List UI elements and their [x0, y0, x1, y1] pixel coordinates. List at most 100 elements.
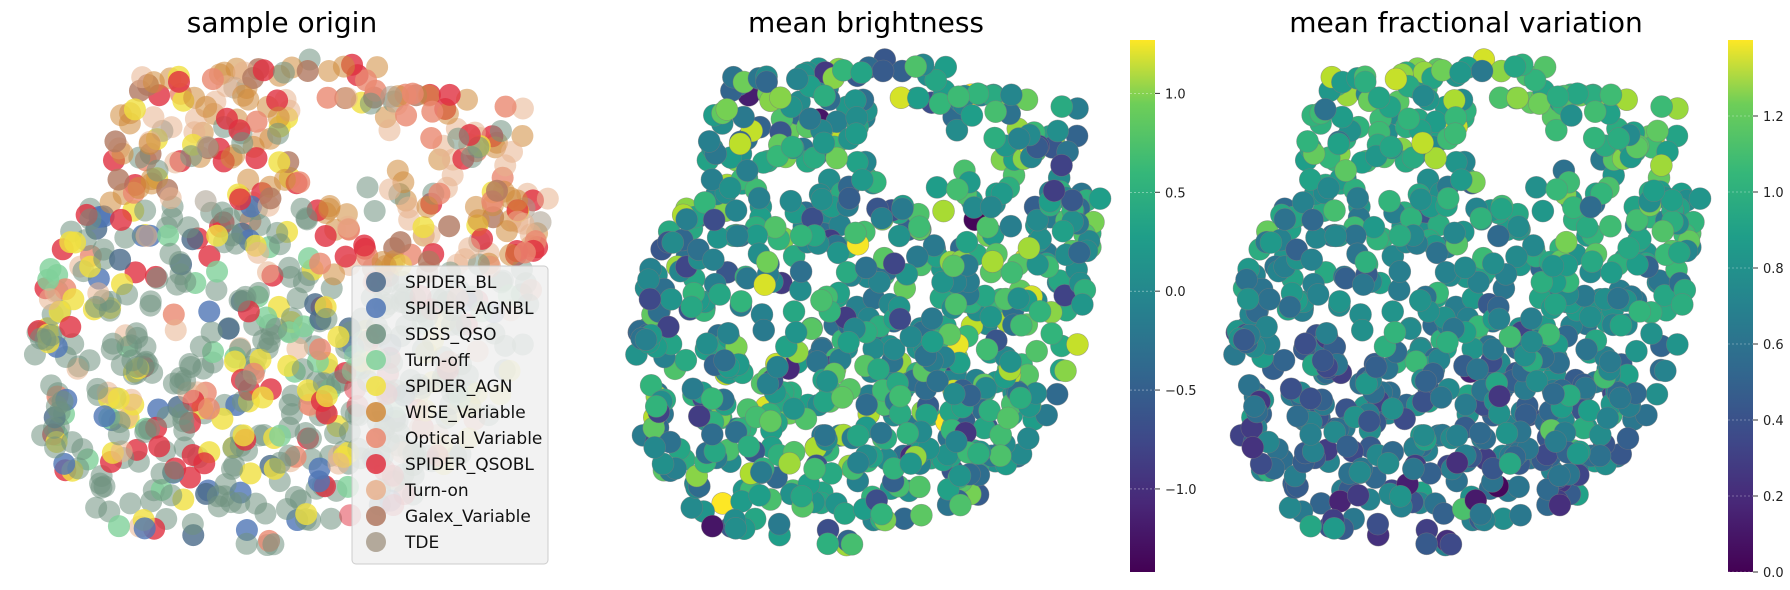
legend-label: Galex_Variable: [405, 507, 531, 527]
scatter-point: [1348, 460, 1372, 484]
scatter-point: [1296, 130, 1319, 153]
scatter-point: [168, 250, 191, 273]
scatter-point: [1469, 206, 1493, 230]
scatter-point: [292, 271, 315, 294]
scatter-point: [1596, 406, 1620, 430]
scatter-point: [725, 224, 749, 248]
scatter-point: [1351, 273, 1375, 296]
scatter-point: [1415, 532, 1438, 556]
scatter-point: [1449, 61, 1472, 84]
scatter-point: [1525, 176, 1548, 199]
scatter-point: [1579, 305, 1602, 329]
scatter-point: [61, 431, 84, 454]
scatter-point: [206, 485, 229, 508]
scatter-point: [976, 215, 999, 239]
scatter-point: [37, 268, 60, 291]
scatter-point: [194, 190, 217, 213]
scatter-point: [1379, 135, 1403, 159]
scatter-point: [183, 86, 206, 109]
scatter-point: [1490, 197, 1513, 221]
scatter-point: [205, 278, 228, 301]
colorbar-tick-label: −0.5: [1165, 384, 1197, 399]
scatter-point: [215, 107, 238, 130]
scatter-point: [235, 532, 258, 555]
scatter-point: [1300, 248, 1324, 271]
scatter-point: [680, 295, 703, 319]
scatter-point: [1317, 176, 1340, 200]
scatter-point: [85, 496, 108, 519]
scatter-point: [485, 179, 508, 202]
scatter-point: [979, 305, 1003, 329]
scatter-point: [107, 168, 130, 191]
scatter-point: [1651, 219, 1675, 243]
scatter-point: [1498, 452, 1522, 475]
scatter-point: [133, 517, 156, 540]
scatter-point: [1646, 119, 1669, 143]
scatter-point: [314, 224, 337, 247]
scatter-point: [925, 176, 949, 199]
scatter-point: [355, 69, 378, 92]
scatter-point: [356, 176, 379, 199]
scatter-point: [116, 283, 139, 306]
scatter-point: [1389, 484, 1412, 508]
colorbar-gradient: [1728, 40, 1753, 572]
scatter-point: [942, 254, 965, 278]
scatter-point: [125, 322, 148, 345]
scatter-point: [1505, 245, 1528, 268]
scatter-point: [1042, 179, 1066, 203]
scatter-point: [266, 221, 289, 244]
scatter-point: [1660, 189, 1684, 212]
scatter-point: [262, 533, 285, 556]
scatter-point: [1542, 382, 1565, 406]
scatter-point: [955, 230, 979, 254]
scatter-point: [695, 332, 719, 355]
scatter-point: [1666, 333, 1689, 356]
scatter-point: [1045, 382, 1069, 406]
scatter-point: [1580, 250, 1604, 273]
scatter-point: [1051, 219, 1075, 243]
scatter-point: [1016, 427, 1040, 450]
scatter-point: [944, 292, 968, 316]
scatter-point: [252, 59, 275, 82]
scatter-point: [420, 127, 443, 150]
panel-title: mean brightness: [748, 6, 984, 39]
scatter-point: [1088, 187, 1112, 210]
scatter-point: [637, 268, 660, 291]
scatter-point: [1026, 208, 1049, 232]
scatter-point: [353, 234, 376, 257]
scatter-point: [1402, 457, 1425, 481]
scatter-point: [659, 287, 683, 311]
scatter-point: [315, 307, 338, 330]
scatter-point: [810, 289, 833, 312]
scatter-point: [701, 514, 724, 538]
scatter-point: [251, 386, 274, 409]
legend: SPIDER_BL SPIDER_AGNBL SDSS_QSO Turn-off SPI…: [351, 265, 549, 565]
scatter-point: [846, 424, 870, 447]
scatter-point: [109, 208, 132, 231]
scatter-point: [104, 130, 127, 153]
scatter-point: [1495, 421, 1519, 445]
scatter-point: [1545, 118, 1568, 142]
scatter-point: [700, 423, 724, 446]
scatter-point: [1525, 369, 1549, 393]
scatter-point: [870, 502, 893, 526]
colorbar-tick-label: 0.6: [1763, 338, 1784, 353]
scatter-point: [139, 290, 162, 313]
scatter-point: [803, 457, 826, 481]
scatter-point: [1566, 82, 1589, 105]
scatter-point: [870, 206, 894, 230]
scatter-point: [1503, 55, 1527, 78]
scatter-point: [157, 224, 180, 247]
legend-label: SPIDER_AGN: [405, 377, 512, 397]
scatter-point: [1443, 221, 1466, 245]
scatter-point: [315, 385, 338, 408]
scatter-point: [335, 86, 358, 109]
scatter-point: [729, 290, 753, 313]
scatter-point: [1378, 189, 1401, 213]
scatter-point: [782, 300, 806, 323]
scatter-point: [1299, 423, 1322, 446]
legend-marker: [366, 532, 386, 552]
scatter-point: [1397, 107, 1421, 131]
scatter-point: [278, 256, 301, 279]
scatter-point: [217, 317, 240, 340]
